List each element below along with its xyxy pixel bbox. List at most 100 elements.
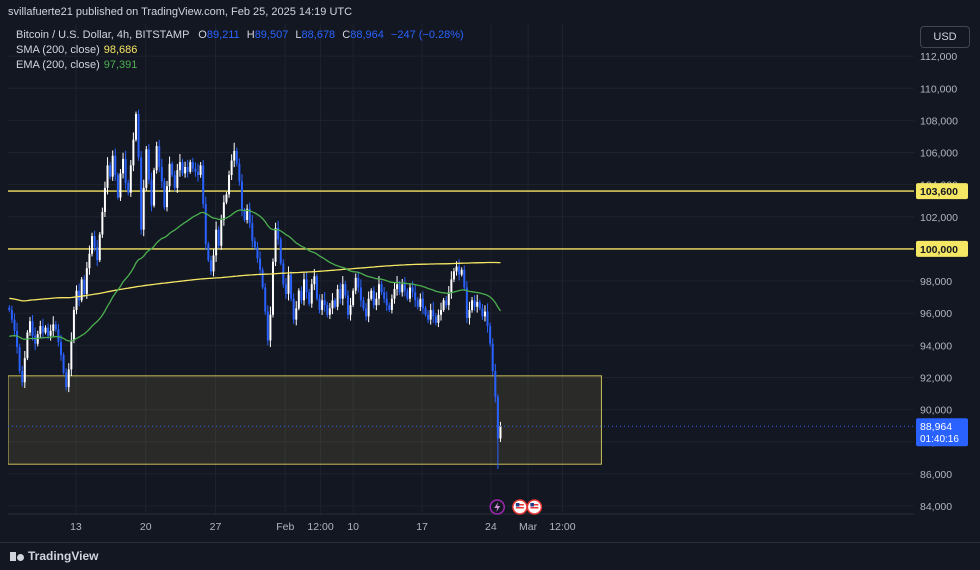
- candle-body[interactable]: [499, 426, 502, 439]
- candle-body[interactable]: [243, 210, 246, 220]
- candle-body[interactable]: [377, 284, 380, 299]
- candle-body[interactable]: [204, 203, 207, 245]
- candle-body[interactable]: [383, 292, 386, 299]
- candle-body[interactable]: [116, 175, 119, 198]
- candle-body[interactable]: [489, 326, 492, 344]
- candle-body[interactable]: [209, 260, 212, 272]
- candle-body[interactable]: [440, 309, 443, 315]
- candle-body[interactable]: [277, 228, 280, 240]
- candle-body[interactable]: [411, 287, 414, 293]
- candle-body[interactable]: [478, 301, 481, 309]
- candle-body[interactable]: [491, 343, 494, 372]
- candle-body[interactable]: [158, 146, 161, 167]
- candle-body[interactable]: [59, 342, 62, 355]
- candle-body[interactable]: [96, 247, 99, 261]
- candle-body[interactable]: [173, 175, 176, 188]
- candle-body[interactable]: [230, 160, 233, 176]
- candle-body[interactable]: [256, 247, 259, 259]
- candle-body[interactable]: [321, 300, 324, 310]
- candle-body[interactable]: [357, 277, 360, 288]
- candle-body[interactable]: [122, 158, 125, 174]
- candle-body[interactable]: [88, 253, 91, 269]
- candle-body[interactable]: [114, 155, 117, 176]
- chart-frame[interactable]: 84,00086,00088,00090,00092,00094,00096,0…: [8, 24, 974, 542]
- currency-button[interactable]: USD: [920, 26, 970, 48]
- candle-body[interactable]: [266, 311, 269, 341]
- candle-body[interactable]: [91, 236, 94, 254]
- candle-body[interactable]: [303, 279, 306, 301]
- candle-body[interactable]: [331, 300, 334, 309]
- price-chart[interactable]: 84,00086,00088,00090,00092,00094,00096,0…: [8, 24, 974, 542]
- candle-body[interactable]: [372, 290, 375, 306]
- candle-body[interactable]: [220, 220, 223, 246]
- candle-body[interactable]: [323, 300, 326, 306]
- candle-body[interactable]: [419, 298, 422, 307]
- candle-body[interactable]: [103, 187, 106, 212]
- candle-body[interactable]: [326, 305, 329, 315]
- candle-body[interactable]: [287, 274, 290, 294]
- candle-body[interactable]: [134, 113, 137, 140]
- candle-body[interactable]: [127, 183, 130, 193]
- candle-body[interactable]: [140, 157, 143, 230]
- candle-body[interactable]: [313, 276, 316, 285]
- candle-body[interactable]: [47, 327, 50, 336]
- candle-body[interactable]: [26, 332, 29, 359]
- candle-body[interactable]: [310, 284, 313, 304]
- candle-body[interactable]: [137, 113, 140, 158]
- candle-body[interactable]: [308, 292, 311, 304]
- candle-body[interactable]: [165, 186, 168, 208]
- candle-body[interactable]: [168, 163, 171, 187]
- candle-body[interactable]: [253, 240, 256, 248]
- candle-body[interactable]: [427, 314, 430, 320]
- candle-body[interactable]: [145, 149, 148, 188]
- candle-body[interactable]: [54, 324, 57, 330]
- candle-body[interactable]: [473, 300, 476, 307]
- candle-body[interactable]: [300, 290, 303, 301]
- candle-body[interactable]: [458, 266, 461, 275]
- candle-body[interactable]: [442, 300, 445, 310]
- candle-body[interactable]: [228, 175, 231, 195]
- candle-body[interactable]: [178, 162, 181, 171]
- candle-body[interactable]: [215, 229, 218, 256]
- candle-body[interactable]: [424, 308, 427, 315]
- candle-body[interactable]: [305, 279, 308, 293]
- candle-body[interactable]: [421, 298, 424, 309]
- candle-body[interactable]: [189, 162, 192, 172]
- candle-body[interactable]: [359, 287, 362, 301]
- candle-body[interactable]: [83, 279, 86, 294]
- candle-body[interactable]: [62, 354, 65, 373]
- candle-body[interactable]: [292, 298, 295, 320]
- candle-body[interactable]: [225, 194, 228, 203]
- candle-body[interactable]: [259, 258, 262, 270]
- candle-body[interactable]: [65, 372, 68, 388]
- candle-body[interactable]: [212, 255, 215, 272]
- candle-body[interactable]: [238, 163, 241, 182]
- candle-body[interactable]: [155, 146, 158, 171]
- candle-body[interactable]: [429, 309, 432, 320]
- candle-body[interactable]: [251, 223, 254, 241]
- candle-body[interactable]: [408, 287, 411, 299]
- candle-body[interactable]: [344, 284, 347, 296]
- candle-body[interactable]: [199, 165, 202, 176]
- candle-body[interactable]: [85, 268, 88, 294]
- candle-body[interactable]: [434, 316, 437, 323]
- candle-body[interactable]: [124, 158, 127, 184]
- candle-body[interactable]: [341, 284, 344, 299]
- candle-body[interactable]: [261, 269, 264, 288]
- candle-body[interactable]: [264, 287, 267, 312]
- candle-body[interactable]: [271, 261, 274, 315]
- candle-body[interactable]: [390, 298, 393, 310]
- candle-body[interactable]: [72, 309, 75, 341]
- candle-body[interactable]: [468, 309, 471, 318]
- candle-body[interactable]: [129, 165, 132, 193]
- candle-body[interactable]: [109, 165, 112, 177]
- candle-body[interactable]: [147, 149, 150, 180]
- candle-body[interactable]: [375, 298, 378, 306]
- candle-body[interactable]: [142, 187, 145, 230]
- candle-body[interactable]: [153, 170, 156, 206]
- candle-body[interactable]: [52, 324, 55, 331]
- candle-body[interactable]: [186, 166, 189, 172]
- candle-body[interactable]: [57, 329, 60, 343]
- candle-body[interactable]: [336, 289, 339, 307]
- candle-body[interactable]: [111, 155, 114, 177]
